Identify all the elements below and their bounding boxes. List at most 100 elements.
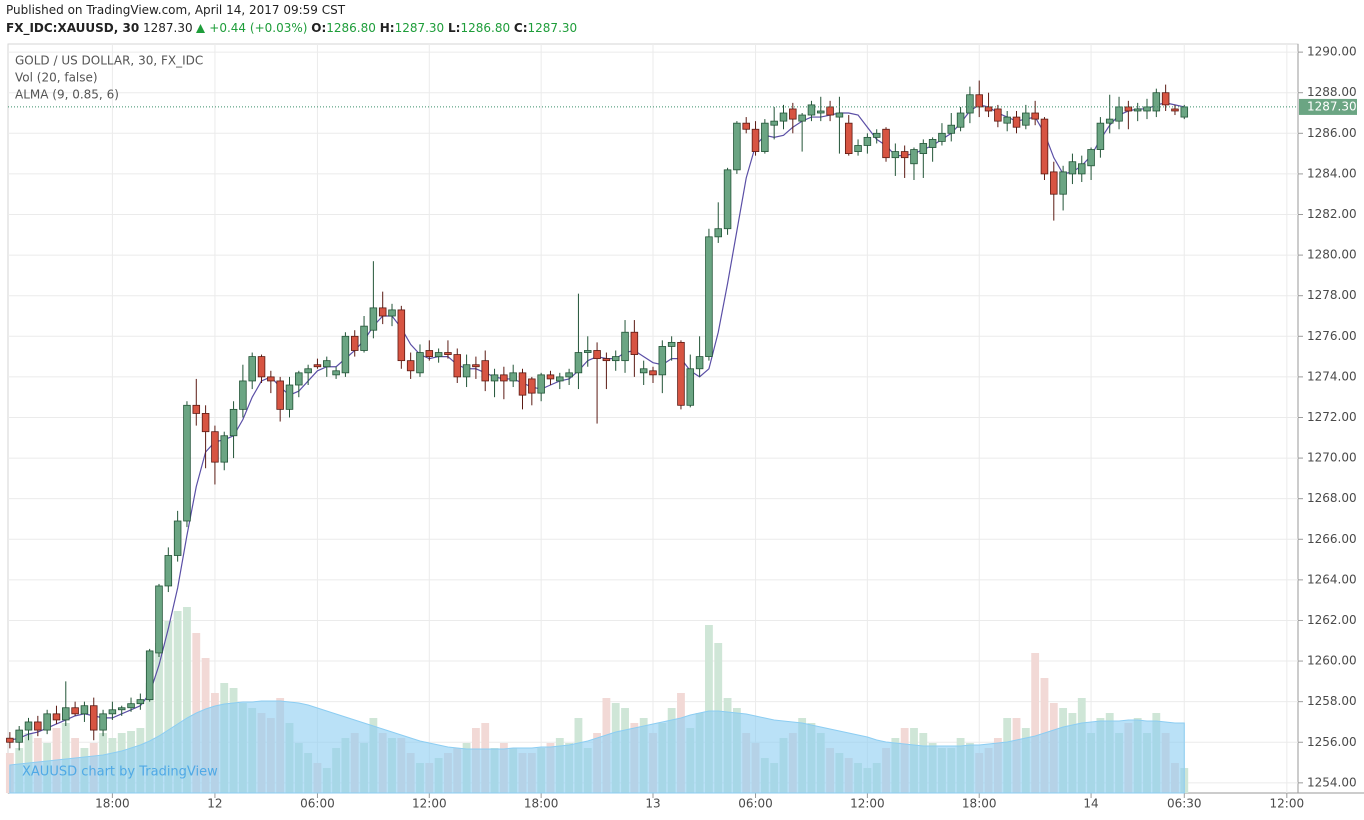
- volume-bar: [900, 728, 909, 793]
- candle-body: [891, 151, 900, 159]
- volume-bar: [136, 728, 145, 793]
- volume-bar: [201, 658, 210, 793]
- volume-bar: [583, 748, 592, 793]
- volume-bar: [602, 698, 611, 793]
- candle-body: [1040, 118, 1049, 175]
- volume-bar: [705, 625, 713, 793]
- x-tick-label: 06:30: [1167, 797, 1202, 811]
- o-value: 1286.80: [326, 21, 376, 35]
- candle-body: [695, 356, 704, 370]
- candle-body: [1105, 118, 1114, 124]
- candle-body: [714, 228, 723, 238]
- candle-body: [1115, 106, 1123, 122]
- candle-body: [350, 335, 359, 351]
- volume-bar: [649, 733, 657, 793]
- last-price-box: [1299, 98, 1357, 115]
- candle-body: [145, 650, 154, 701]
- candle-body: [127, 703, 135, 709]
- up-arrow: [196, 24, 206, 33]
- candle-body: [1059, 171, 1067, 195]
- candle-body: [24, 721, 33, 731]
- volume-bar: [52, 728, 61, 793]
- candle-body: [500, 374, 508, 382]
- candle-body: [723, 169, 732, 230]
- candle-body: [742, 122, 750, 130]
- volume-bar: [872, 763, 881, 793]
- volume-bar: [1171, 763, 1179, 793]
- volume-bar: [677, 693, 685, 793]
- candle-body: [770, 120, 778, 126]
- h-label: H:: [379, 21, 395, 35]
- candle-body: [658, 346, 667, 376]
- volume-bar: [43, 743, 52, 793]
- volume-bar: [155, 643, 163, 793]
- candle-body: [565, 372, 573, 378]
- candle-body: [1124, 106, 1133, 112]
- y-tick-label: 1278.00: [1307, 288, 1357, 302]
- volume-bar: [863, 768, 872, 793]
- candle-body: [751, 128, 760, 152]
- candle-body: [155, 585, 163, 654]
- candle-body: [183, 404, 191, 522]
- watermark: XAUUSD chart by TradingView: [22, 765, 218, 780]
- volume-bar: [360, 743, 368, 793]
- candle-body: [621, 331, 629, 362]
- volume-bar: [742, 733, 751, 793]
- candle-body: [416, 352, 424, 374]
- x-tick-label: 12:00: [1270, 797, 1305, 811]
- volume-bar: [611, 703, 620, 793]
- candle-body: [807, 104, 816, 116]
- volume-bar: [1105, 713, 1114, 793]
- y-tick-label: 1258.00: [1307, 694, 1357, 708]
- volume-bar: [294, 743, 303, 793]
- volume-bar: [779, 738, 788, 793]
- volume-bar: [695, 713, 704, 793]
- x-tick-label: 12: [207, 797, 222, 811]
- indicator-label: ALMA (9, 0.85, 6): [15, 88, 119, 102]
- x-tick-label: 14: [1083, 797, 1098, 811]
- candle-body: [733, 122, 741, 171]
- symbol-bar: FX_IDC:XAUUSD, 30 1287.30 +0.44 (+0.03%)…: [6, 21, 577, 35]
- candle-body: [630, 331, 639, 355]
- candle-body: [528, 378, 536, 394]
- candle-body: [984, 106, 993, 112]
- candle-body: [947, 124, 956, 134]
- volume-bar: [388, 738, 396, 793]
- volume-bar: [574, 718, 583, 793]
- candle-body: [323, 360, 331, 368]
- volume-bar: [910, 728, 918, 793]
- last-price-label: 1287.30: [1307, 99, 1357, 113]
- volume-bar: [145, 683, 154, 793]
- volume-bar: [639, 718, 648, 793]
- volume-bar: [854, 763, 862, 793]
- candle-body: [1003, 116, 1011, 124]
- volume-bar: [938, 748, 946, 793]
- volume-bar: [257, 713, 266, 793]
- candle-body: [611, 356, 620, 362]
- volume-bar: [61, 723, 70, 793]
- volume-bar: [127, 731, 135, 793]
- candle-body: [341, 335, 350, 374]
- volume-bar: [723, 698, 732, 793]
- volume-bar: [5, 753, 14, 793]
- volume-bar: [406, 753, 415, 793]
- y-tick-label: 1262.00: [1307, 613, 1357, 627]
- candle-body: [6, 737, 14, 743]
- candle-body: [406, 360, 415, 372]
- volume-bar: [499, 743, 508, 793]
- volume-bar: [518, 753, 527, 793]
- y-tick-label: 1272.00: [1307, 410, 1357, 424]
- volume-bar: [378, 733, 387, 793]
- volume-bar: [89, 743, 98, 793]
- x-tick-label: 18:00: [524, 797, 559, 811]
- volume-bar: [248, 708, 257, 793]
- volume-bar: [80, 748, 89, 793]
- volume-bar: [490, 748, 499, 793]
- x-tick-label: 06:00: [738, 797, 773, 811]
- volume-bar: [434, 758, 443, 793]
- volume-ma-area: [9, 700, 1185, 794]
- x-tick-label: 18:00: [95, 797, 130, 811]
- volume-bar: [658, 723, 667, 793]
- volume-bar: [1133, 718, 1142, 793]
- volume-bar: [546, 743, 555, 793]
